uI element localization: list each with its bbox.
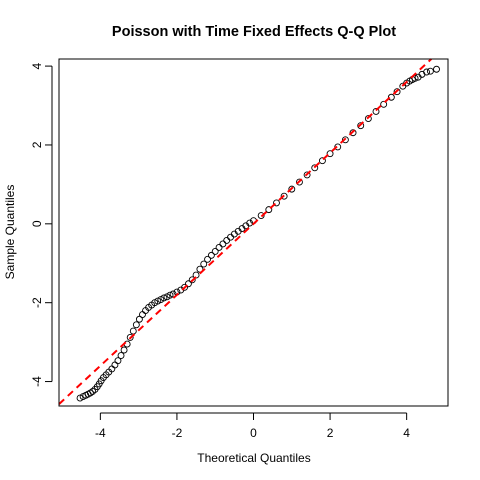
y-tick-label: -2 bbox=[30, 297, 44, 308]
qq-point bbox=[380, 100, 388, 108]
qq-point bbox=[120, 346, 128, 354]
qq-point bbox=[184, 280, 192, 288]
qq-point bbox=[372, 107, 380, 115]
x-tick-label: 4 bbox=[403, 426, 410, 440]
plot-area bbox=[58, 58, 440, 405]
qq-point bbox=[295, 178, 303, 186]
x-tick-label: -4 bbox=[95, 426, 106, 440]
x-tick-label: 0 bbox=[250, 426, 257, 440]
qq-point bbox=[227, 233, 234, 241]
qq-point bbox=[126, 333, 134, 341]
x-tick-label: -2 bbox=[172, 426, 183, 440]
qq-point bbox=[111, 361, 119, 369]
y-tick-label: 2 bbox=[30, 141, 44, 148]
qq-point bbox=[219, 240, 227, 248]
y-axis-label: Sample Quantiles bbox=[3, 185, 17, 280]
qq-point bbox=[303, 171, 311, 179]
qq-point bbox=[207, 251, 215, 259]
y-tick-label: -4 bbox=[30, 376, 44, 387]
x-tick-label: 2 bbox=[327, 426, 334, 440]
qq-point bbox=[211, 247, 219, 255]
qq-point bbox=[135, 315, 143, 323]
qq-point bbox=[181, 283, 189, 291]
qq-point bbox=[265, 206, 273, 214]
qq-point bbox=[114, 357, 122, 365]
qq-point bbox=[311, 164, 319, 172]
qq-point bbox=[89, 387, 97, 395]
qq-point bbox=[160, 294, 168, 302]
reference-line bbox=[58, 58, 433, 405]
qq-point bbox=[334, 143, 342, 151]
qq-point bbox=[341, 136, 349, 144]
y-tick-label: 0 bbox=[30, 220, 44, 227]
qq-point bbox=[204, 255, 212, 263]
qq-point bbox=[280, 192, 288, 200]
qq-point bbox=[129, 327, 137, 335]
qq-point bbox=[223, 236, 231, 244]
qq-point bbox=[188, 276, 196, 284]
qq-point bbox=[364, 115, 372, 122]
y-axis: -4 -2 0 2 4 bbox=[30, 62, 53, 387]
qq-point bbox=[387, 93, 395, 101]
qq-point bbox=[215, 244, 223, 251]
qq-point bbox=[166, 291, 174, 299]
qq-point bbox=[318, 157, 326, 165]
qq-point bbox=[349, 129, 357, 137]
x-axis: -4 -2 0 2 4 bbox=[95, 412, 410, 440]
qq-point bbox=[433, 65, 440, 73]
qq-point bbox=[132, 321, 140, 329]
chart-title: Poisson with Time Fixed Effects Q-Q Plot bbox=[112, 24, 396, 40]
qq-point bbox=[393, 88, 401, 96]
qq-point bbox=[200, 260, 208, 268]
qq-point bbox=[423, 68, 431, 76]
qq-point bbox=[117, 352, 125, 359]
x-axis-label: Theoretical Quantiles bbox=[197, 451, 310, 465]
qq-point bbox=[326, 150, 334, 158]
y-tick-label: 4 bbox=[30, 62, 44, 69]
qq-point bbox=[357, 122, 365, 130]
qq-point bbox=[246, 219, 254, 227]
qq-point bbox=[257, 212, 265, 219]
qq-point bbox=[273, 199, 280, 207]
plot-frame bbox=[58, 58, 449, 407]
qq-point bbox=[288, 185, 296, 193]
qq-point bbox=[139, 311, 146, 318]
qq-point bbox=[426, 67, 434, 75]
